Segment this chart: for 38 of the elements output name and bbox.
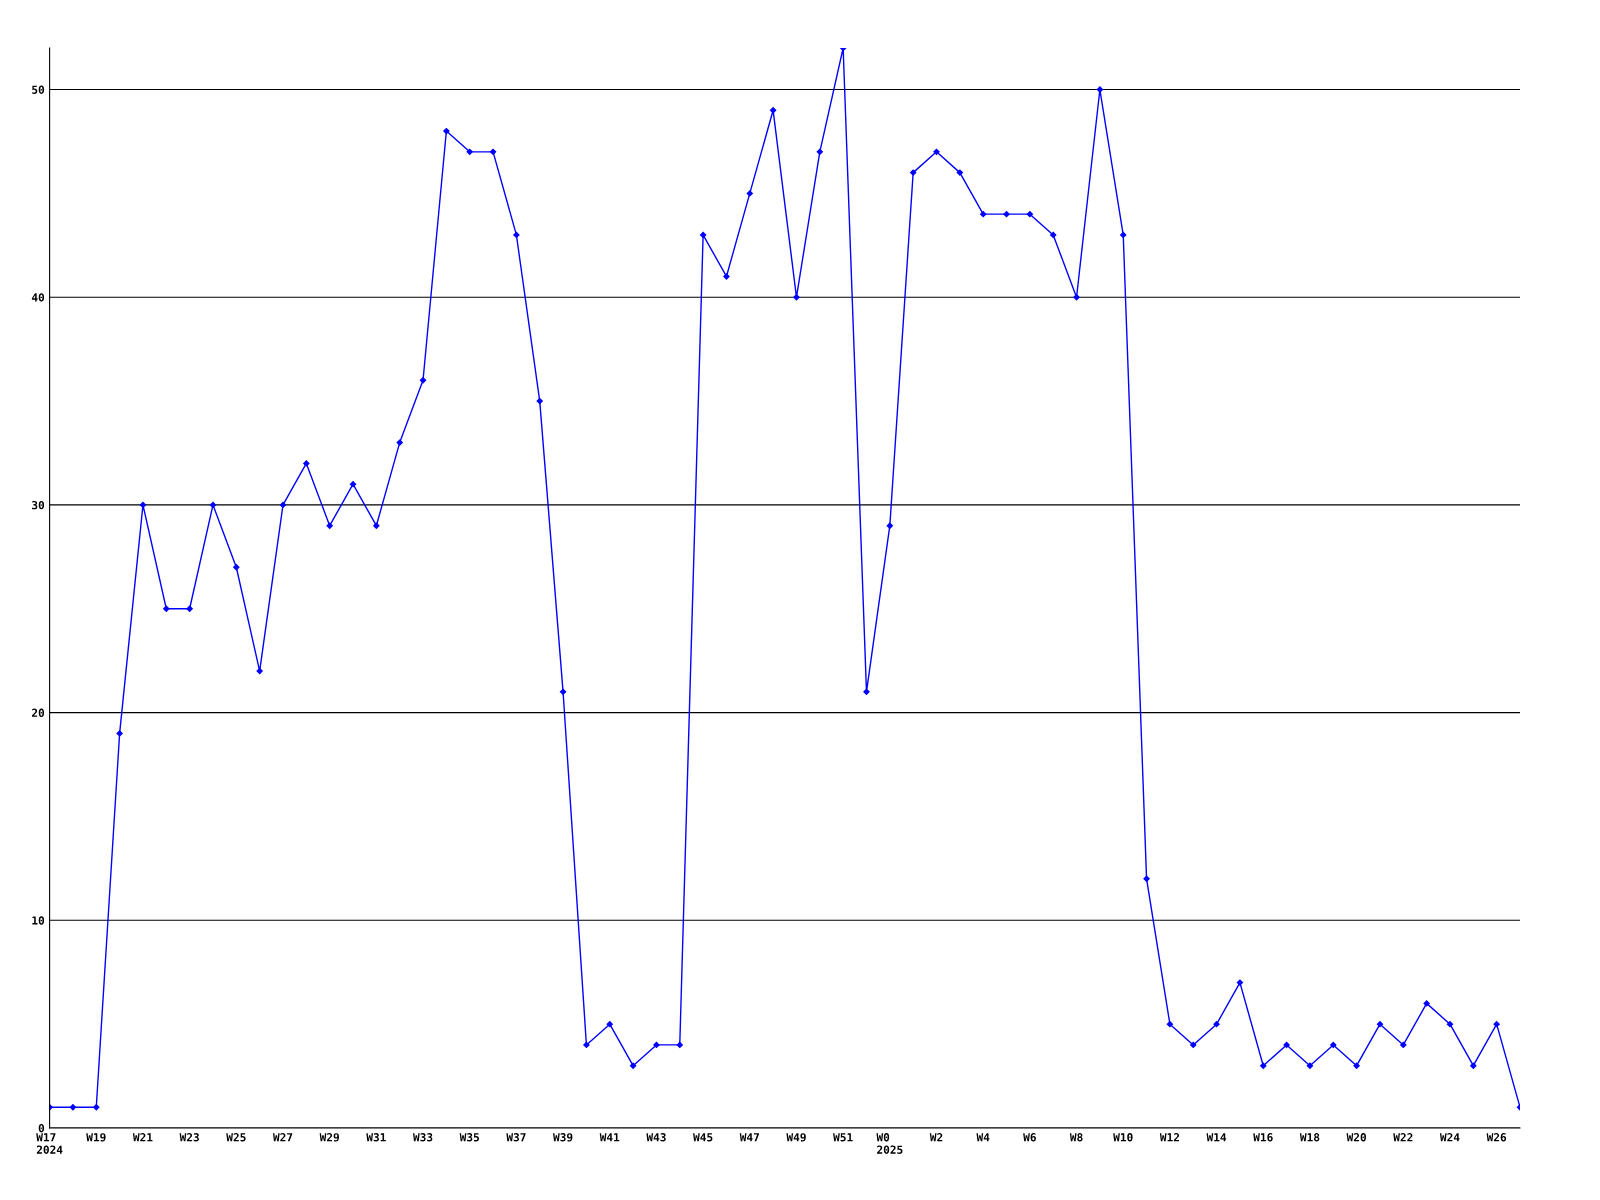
x-tick-label: W25 (226, 1133, 246, 1142)
x-tick-label: W29 (319, 1133, 339, 1142)
x-tick-label: W20 (1346, 1133, 1366, 1142)
x-tick-label: W33 (413, 1133, 433, 1142)
y-tick-label: 20 (31, 708, 45, 717)
x-tick-label: W24 (1439, 1133, 1460, 1142)
x-tick-label: W12 (1159, 1133, 1180, 1142)
x-tick-label: W47 (739, 1133, 759, 1142)
x-tick-label: W23 (179, 1133, 199, 1142)
y-tick-label: 40 (31, 293, 45, 302)
x-tick-label: W2 (929, 1133, 943, 1142)
x-tick-label: W8 (1069, 1133, 1083, 1142)
x-tick-label: W39 (553, 1133, 573, 1142)
y-tick-label: 30 (32, 500, 45, 510)
x-tick-label: W49 (786, 1133, 806, 1142)
x-tick-label: W26 (1486, 1133, 1507, 1142)
x-tick-label: W51 (833, 1133, 853, 1142)
x-tick-label: W0 2025 (876, 1133, 903, 1154)
x-tick-label: W16 (1253, 1133, 1273, 1142)
x-tick-label: W10 (1113, 1133, 1133, 1142)
y-tick-label: 50 (32, 85, 45, 94)
x-tick-label: W45 (693, 1133, 713, 1142)
x-tick-label: W19 (86, 1133, 106, 1142)
x-tick-label: W17 2024 (36, 1133, 63, 1154)
x-tick-label: W14 (1206, 1133, 1227, 1142)
x-tick-label: W37 (506, 1133, 526, 1142)
x-tick-label: W31 (366, 1133, 386, 1142)
y-tick-label: 10 (32, 916, 45, 925)
x-tick-label: W21 (132, 1133, 153, 1142)
x-tick-label: W18 (1299, 1133, 1320, 1142)
x-tick-label: W35 (459, 1133, 479, 1142)
x-tick-label: W41 (599, 1133, 620, 1142)
x-tick-label: W43 (646, 1133, 666, 1142)
x-tick-label: W4 (976, 1133, 990, 1142)
x-tick-label: W6 (1023, 1133, 1036, 1142)
x-tick-label: W22 (1393, 1133, 1413, 1142)
y-tick-label: 0 (38, 1123, 45, 1133)
x-tick-label: W27 (272, 1133, 293, 1142)
